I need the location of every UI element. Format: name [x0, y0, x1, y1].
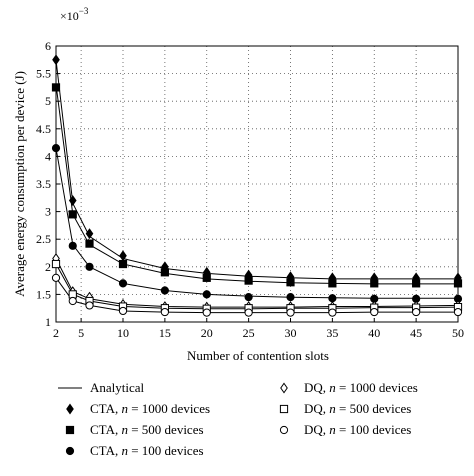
series-1-marker — [85, 239, 94, 248]
series-5-marker — [85, 301, 94, 310]
series-5-marker — [286, 308, 295, 317]
y-tick-label: 3.5 — [36, 177, 51, 191]
series-2-marker — [202, 290, 211, 299]
legend-label: CTA, n = 100 devices — [90, 443, 204, 458]
series-1-marker — [286, 278, 295, 287]
x-tick-label: 15 — [159, 326, 171, 340]
x-tick-label: 10 — [117, 326, 129, 340]
y-tick-label: 1.5 — [36, 287, 51, 301]
legend-label: DQ, n = 100 devices — [304, 422, 411, 437]
series-2-marker — [328, 294, 337, 303]
x-tick-label: 35 — [326, 326, 338, 340]
series-5-marker — [202, 308, 211, 317]
legend-label: CTA, n = 1000 devices — [90, 401, 210, 416]
legend-marker — [279, 404, 289, 414]
grid — [56, 46, 458, 322]
series-0-marker — [68, 195, 77, 207]
x-tick-label: 50 — [452, 326, 464, 340]
legend-item-dq500: DQ, n = 500 devices — [279, 401, 411, 416]
legend-item-cta100: CTA, n = 100 devices — [65, 443, 204, 458]
series-1-marker — [370, 279, 379, 288]
legend-item-cta1000: CTA, n = 1000 devices — [66, 401, 210, 416]
x-tick-label: 5 — [78, 326, 84, 340]
legend-marker — [280, 382, 288, 394]
x-tick-label: 2 — [53, 326, 59, 340]
x-tick-label: 25 — [243, 326, 255, 340]
y-tick-label: 3 — [45, 205, 51, 219]
y-tick-labels: 1 1.5 2 2.5 3 3.5 4 4.5 5 5.5 6 — [36, 39, 51, 329]
y-tick-label: 1 — [45, 315, 51, 329]
legend-marker — [65, 446, 75, 456]
legend-item-analytical: Analytical — [58, 380, 145, 395]
series-2-marker — [286, 293, 295, 302]
y-tick-label: 5 — [45, 94, 51, 108]
y-tick-label: 4.5 — [36, 122, 51, 136]
y-scale-factor: ×10−3 — [60, 6, 89, 23]
series-5-marker — [244, 308, 253, 317]
series-2-marker — [244, 293, 253, 302]
series-0-marker — [52, 54, 60, 66]
legend-label: DQ, n = 500 devices — [304, 401, 411, 416]
series-2-marker — [160, 286, 169, 295]
series-markers — [51, 54, 463, 317]
series-1-marker — [328, 279, 337, 288]
legend-label: CTA, n = 500 devices — [90, 422, 204, 437]
legend-label: Analytical — [90, 380, 145, 395]
legend-item-dq1000: DQ, n = 1000 devices — [280, 380, 418, 395]
analytical-line-0 — [55, 59, 458, 280]
series-0-marker — [85, 228, 94, 240]
analytical-line-4 — [55, 263, 459, 310]
series-2-marker — [85, 262, 94, 271]
x-tick-label: 40 — [368, 326, 380, 340]
analytical-lines — [55, 59, 459, 314]
series-5-marker — [68, 296, 77, 306]
legend-label: DQ, n = 1000 devices — [304, 380, 418, 395]
y-tick-label: 2 — [45, 260, 51, 274]
x-tick-label: 30 — [285, 326, 297, 340]
series-5-marker — [370, 307, 379, 317]
legend-marker — [66, 403, 74, 415]
x-tick-label: 20 — [201, 326, 213, 340]
series-1-marker — [412, 279, 421, 288]
series-1-marker — [453, 279, 463, 288]
analytical-line-3 — [55, 258, 459, 308]
series-5-marker — [328, 308, 337, 317]
legend-item-cta500: CTA, n = 500 devices — [65, 422, 204, 437]
x-tick-label: 45 — [410, 326, 422, 340]
analytical-line-2 — [55, 148, 458, 299]
legend: Analytical CTA, n = 1000 devices CTA, n = … — [58, 380, 418, 458]
legend-marker — [65, 425, 75, 435]
series-1-marker — [68, 210, 77, 219]
series-1-marker — [160, 268, 169, 277]
y-tick-label: 5.5 — [36, 67, 51, 81]
series-2-marker — [118, 279, 128, 288]
series-5-marker — [160, 307, 169, 317]
y-tick-label: 2.5 — [36, 232, 51, 246]
series-5-marker — [453, 307, 463, 317]
y-axis-label: Average energy consumption per device (J… — [12, 71, 27, 297]
series-2-marker — [51, 144, 61, 153]
series-1-marker — [51, 83, 61, 92]
x-tick-labels: 2 5 10 15 20 25 30 35 40 45 50 — [53, 326, 464, 340]
series-5-marker — [51, 273, 61, 282]
x-axis-label: Number of contention slots — [187, 348, 329, 363]
series-5-marker — [118, 306, 128, 316]
series-4-marker — [51, 259, 61, 269]
series-5-marker — [412, 307, 421, 317]
legend-item-dq100: DQ, n = 100 devices — [279, 422, 411, 437]
series-1-marker — [118, 259, 128, 269]
legend-marker — [279, 425, 289, 435]
series-1-marker — [244, 276, 253, 285]
series-4-marker — [68, 290, 77, 299]
series-1-marker — [202, 273, 211, 282]
y-tick-label: 4 — [45, 149, 51, 163]
series-2-marker — [68, 241, 77, 250]
y-tick-label: 6 — [45, 39, 51, 53]
